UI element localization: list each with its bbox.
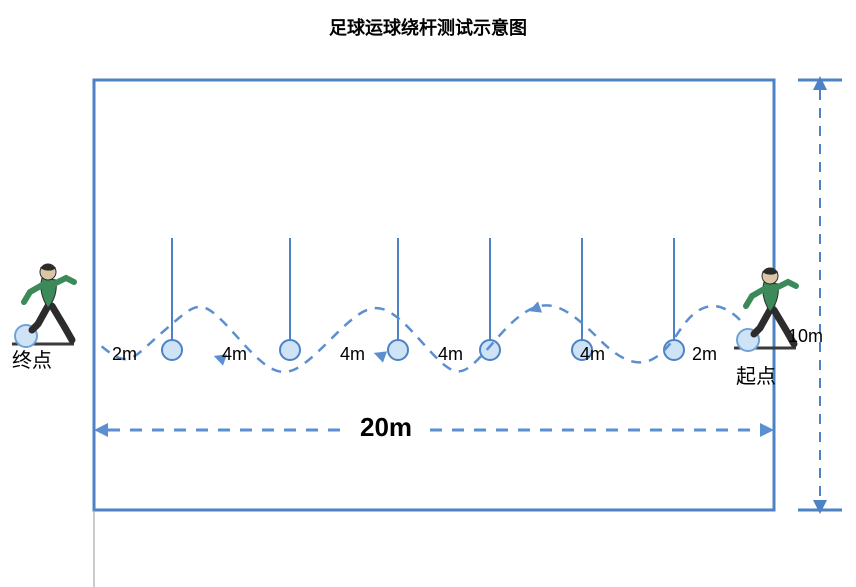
end-label: 终点 — [12, 344, 52, 373]
pole-5 — [664, 238, 684, 360]
player-end-icon — [12, 264, 74, 347]
field-border — [94, 80, 774, 510]
height-arrow-up-icon — [813, 76, 827, 90]
total-length-label: 20m — [360, 412, 412, 443]
pole-0 — [162, 238, 182, 360]
pole-marker-icon — [664, 340, 684, 360]
height-arrow-down-icon — [813, 500, 827, 514]
gap-label-5: 2m — [692, 344, 717, 365]
height-label: 10m — [788, 326, 823, 347]
pole-4 — [572, 238, 592, 360]
gap-label-3: 4m — [438, 344, 463, 365]
dribble-path — [100, 305, 740, 372]
gap-label-1: 4m — [222, 344, 247, 365]
player-start-icon — [734, 268, 796, 351]
pole-marker-icon — [388, 340, 408, 360]
gap-label-4: 4m — [580, 344, 605, 365]
gap-label-0: 2m — [112, 344, 137, 365]
total-arrow-left-icon — [94, 423, 108, 437]
diagram-canvas: 足球运球绕杆测试示意图 终点 起点 10m 2m4m4m4m4m2m 20m — [0, 0, 856, 587]
diagram-svg — [0, 0, 856, 587]
pole-2 — [388, 238, 408, 360]
pole-marker-icon — [280, 340, 300, 360]
pole-3 — [480, 238, 500, 360]
start-label: 起点 — [736, 360, 776, 389]
pole-marker-icon — [162, 340, 182, 360]
pole-1 — [280, 238, 300, 360]
path-arrow-icon-1 — [372, 347, 387, 362]
pole-marker-icon — [480, 340, 500, 360]
gap-label-2: 4m — [340, 344, 365, 365]
total-arrow-right-icon — [760, 423, 774, 437]
